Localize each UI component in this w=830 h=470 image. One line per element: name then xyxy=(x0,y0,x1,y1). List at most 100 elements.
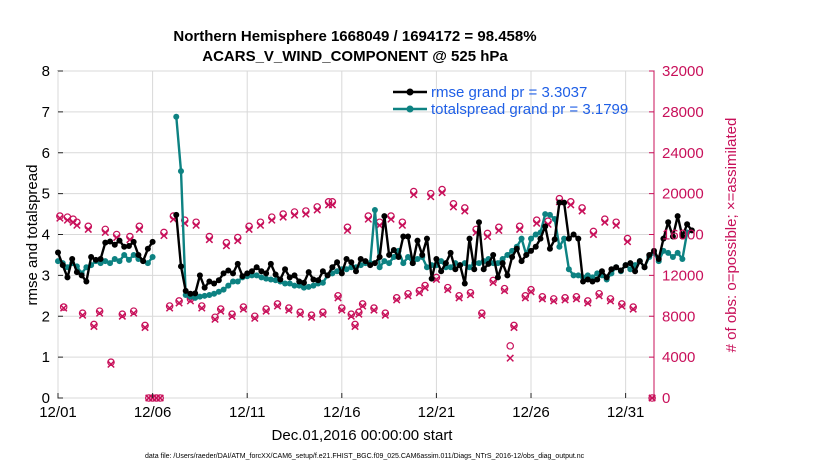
obs-possible-marker xyxy=(197,302,206,310)
obs-possible-marker xyxy=(307,311,316,320)
series-point-totalspread xyxy=(518,235,525,242)
obs-possible-marker xyxy=(165,302,174,310)
obs-possible-marker xyxy=(358,300,367,308)
series-point-rmse xyxy=(362,258,369,265)
series-point-rmse xyxy=(665,219,672,226)
series-point-rmse xyxy=(220,270,227,277)
series-point-rmse xyxy=(83,278,90,285)
y-right-tick-label: 20000 xyxy=(662,186,704,203)
series-point-rmse xyxy=(594,276,601,283)
series-point-rmse xyxy=(419,251,426,258)
obs-possible-marker xyxy=(347,310,356,319)
obs-possible-marker xyxy=(478,309,486,317)
obs-possible-marker xyxy=(250,312,259,321)
obs-possible-marker xyxy=(370,304,378,312)
series-point-rmse xyxy=(253,264,260,271)
y-right-tick-label: 16000 xyxy=(662,227,704,244)
series-point-rmse xyxy=(211,280,218,287)
obs-assimilated-marker xyxy=(285,306,293,314)
series-point-rmse xyxy=(144,245,151,252)
series-point-rmse xyxy=(457,262,464,269)
obs-assimilated-marker xyxy=(211,315,219,324)
series-point-rmse xyxy=(69,256,76,263)
obs-possible-marker xyxy=(381,309,390,317)
series-point-totalspread xyxy=(556,243,563,250)
obs-possible-marker xyxy=(211,313,219,322)
series-point-totalspread xyxy=(665,249,672,256)
obs-assimilated-marker xyxy=(351,322,359,331)
series-point-rmse xyxy=(570,231,577,238)
series-point-rmse xyxy=(78,272,85,279)
series-point-rmse xyxy=(55,249,61,256)
obs-possible-marker xyxy=(648,394,656,402)
series-point-totalspread xyxy=(674,249,681,256)
obs-assimilated-marker xyxy=(449,203,458,211)
series-point-rmse xyxy=(348,259,355,266)
obs-assimilated-marker xyxy=(561,296,569,304)
obs-assimilated-marker xyxy=(461,207,469,215)
series-point-rmse xyxy=(140,258,147,265)
series-point-rmse xyxy=(513,245,520,252)
obs-assimilated-marker xyxy=(478,311,486,319)
series-point-rmse xyxy=(442,260,449,267)
obs-possible-marker xyxy=(118,310,127,319)
series-point-rmse xyxy=(173,211,180,218)
series-point-rmse xyxy=(655,256,662,263)
obs-possible-marker xyxy=(273,300,282,308)
series-point-rmse xyxy=(239,273,246,280)
series-point-rmse xyxy=(201,284,208,291)
obs-possible-marker xyxy=(521,292,530,300)
series-point-totalspread xyxy=(144,260,151,267)
obs-assimilated-marker xyxy=(404,292,412,300)
series-point-rmse xyxy=(490,251,497,258)
series-point-rmse xyxy=(627,260,634,267)
obs-assimilated-marker xyxy=(427,192,435,201)
obs-assimilated-marker xyxy=(515,225,524,234)
obs-assimilated-marker xyxy=(387,215,395,223)
series-point-rmse xyxy=(523,251,530,258)
series-point-rmse xyxy=(528,247,535,254)
obs-possible-marker xyxy=(421,281,429,290)
obs-assimilated-marker xyxy=(279,213,287,221)
series-point-totalspread xyxy=(371,206,378,213)
obs-assimilated-marker xyxy=(90,322,98,331)
series-point-totalspread xyxy=(121,251,128,258)
series-point-rmse xyxy=(300,279,307,286)
obs-assimilated-marker xyxy=(381,311,390,319)
series-point-totalspread xyxy=(225,282,232,289)
obs-assimilated-marker xyxy=(483,232,492,241)
obs-assimilated-marker xyxy=(268,216,276,224)
obs-assimilated-marker xyxy=(589,230,598,239)
obs-possible-marker xyxy=(538,293,547,301)
series-point-rmse xyxy=(400,233,407,240)
series-point-totalspread xyxy=(414,256,421,263)
obs-assimilated-marker xyxy=(347,312,356,320)
series-point-rmse xyxy=(149,238,156,245)
x-tick-label: 12/11 xyxy=(229,404,265,421)
obs-possible-marker xyxy=(404,289,412,298)
obs-possible-marker xyxy=(59,303,68,311)
y-tick-label: 1 xyxy=(42,349,50,366)
y-tick-label: 6 xyxy=(42,145,50,162)
series-point-totalspread xyxy=(130,251,137,258)
obs-possible-marker xyxy=(606,295,615,303)
series-point-rmse xyxy=(447,249,454,256)
obs-possible-marker xyxy=(334,292,342,300)
series-point-totalspread xyxy=(291,282,298,289)
obs-assimilated-marker xyxy=(601,218,609,226)
obs-assimilated-marker xyxy=(222,242,231,250)
series-point-totalspread xyxy=(310,282,317,289)
series-point-rmse xyxy=(376,253,383,260)
obs-assimilated-marker xyxy=(510,323,518,332)
series-point-rmse xyxy=(641,264,648,271)
series-point-rmse xyxy=(196,272,203,279)
obs-possible-marker xyxy=(500,284,509,293)
series-point-rmse xyxy=(684,221,691,228)
obs-assimilated-marker xyxy=(296,310,304,318)
series-point-rmse xyxy=(471,266,478,273)
series-point-rmse xyxy=(296,278,303,285)
series-point-rmse xyxy=(371,260,378,267)
series-point-rmse xyxy=(59,262,66,269)
obs-assimilated-marker xyxy=(101,228,110,237)
obs-assimilated-marker xyxy=(455,294,463,302)
